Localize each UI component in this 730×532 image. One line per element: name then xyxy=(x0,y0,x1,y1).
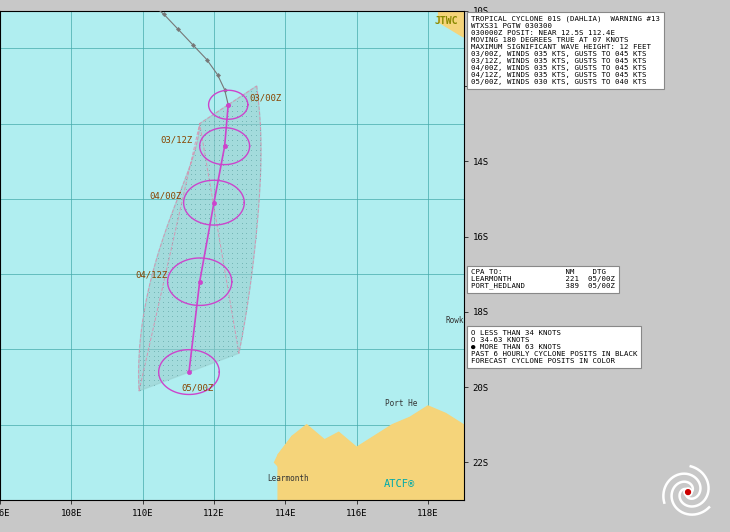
Text: 04/12Z: 04/12Z xyxy=(136,271,168,280)
Text: 03/00Z: 03/00Z xyxy=(250,94,282,103)
Text: ATCF®: ATCF® xyxy=(384,479,415,489)
Text: 05/00Z: 05/00Z xyxy=(182,384,214,393)
Text: CPA TO:              NM    DTG
LEARMONTH            221  05/00Z
PORT_HEDLAND    : CPA TO: NM DTG LEARMONTH 221 05/00Z PORT… xyxy=(471,269,615,289)
Circle shape xyxy=(684,488,692,496)
Circle shape xyxy=(685,489,691,495)
Polygon shape xyxy=(285,444,299,459)
Polygon shape xyxy=(274,436,303,481)
Text: Rowk: Rowk xyxy=(446,316,464,325)
Text: TROPICAL CYCLONE 01S (DAHLIA)  WARNING #13
WTXS31 PGTW 030300
030000Z POSIT: NEA: TROPICAL CYCLONE 01S (DAHLIA) WARNING #1… xyxy=(471,16,660,86)
Text: O LESS THAN 34 KNOTS
O 34-63 KNOTS
● MORE THAN 63 KNOTS
PAST 6 HOURLY CYCLONE PO: O LESS THAN 34 KNOTS O 34-63 KNOTS ● MOR… xyxy=(471,330,637,364)
Polygon shape xyxy=(278,406,464,500)
Text: Port He: Port He xyxy=(385,399,418,408)
Text: 04/00Z: 04/00Z xyxy=(150,192,182,201)
Text: Learmonth: Learmonth xyxy=(267,474,309,483)
Polygon shape xyxy=(139,86,261,391)
Polygon shape xyxy=(439,11,464,37)
Text: 03/12Z: 03/12Z xyxy=(161,136,193,144)
Text: JTWC: JTWC xyxy=(434,16,458,26)
